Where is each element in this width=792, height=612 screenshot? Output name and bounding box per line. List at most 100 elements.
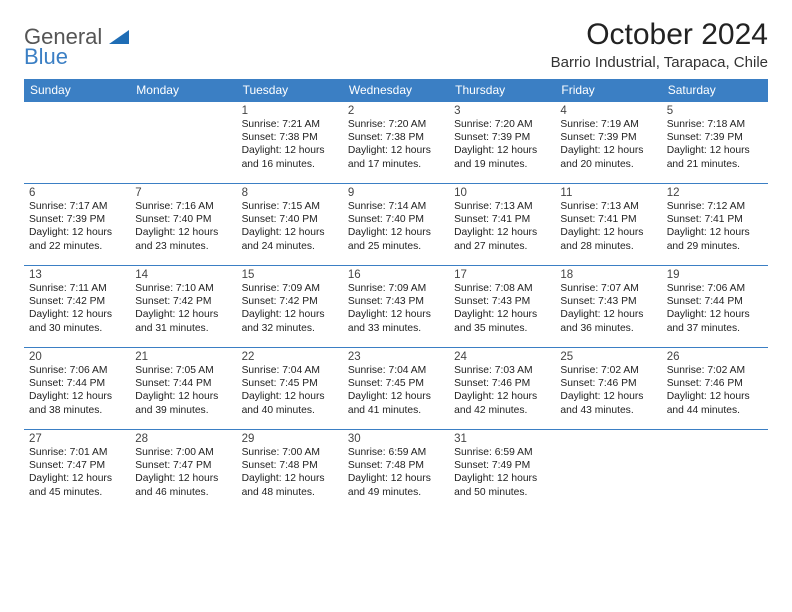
- col-friday: Friday: [555, 79, 661, 102]
- calendar-day-cell: 14Sunrise: 7:10 AMSunset: 7:42 PMDayligh…: [130, 266, 236, 348]
- calendar-day-cell: 31Sunrise: 6:59 AMSunset: 7:49 PMDayligh…: [449, 430, 555, 512]
- calendar-day-cell: 6Sunrise: 7:17 AMSunset: 7:39 PMDaylight…: [24, 184, 130, 266]
- logo-triangle-icon: [109, 30, 129, 49]
- day-sun-info: Sunrise: 7:13 AMSunset: 7:41 PMDaylight:…: [454, 200, 550, 253]
- day-number: 14: [135, 269, 231, 281]
- calendar-day-cell: 29Sunrise: 7:00 AMSunset: 7:48 PMDayligh…: [237, 430, 343, 512]
- day-sun-info: Sunrise: 7:12 AMSunset: 7:41 PMDaylight:…: [667, 200, 763, 253]
- day-number: 31: [454, 433, 550, 445]
- calendar-day-cell: 25Sunrise: 7:02 AMSunset: 7:46 PMDayligh…: [555, 348, 661, 430]
- col-sunday: Sunday: [24, 79, 130, 102]
- calendar-empty-cell: [662, 430, 768, 512]
- day-number: 18: [560, 269, 656, 281]
- day-number: 16: [348, 269, 444, 281]
- day-sun-info: Sunrise: 7:01 AMSunset: 7:47 PMDaylight:…: [29, 446, 125, 499]
- calendar-day-cell: 26Sunrise: 7:02 AMSunset: 7:46 PMDayligh…: [662, 348, 768, 430]
- day-number: 29: [242, 433, 338, 445]
- day-sun-info: Sunrise: 7:06 AMSunset: 7:44 PMDaylight:…: [667, 282, 763, 335]
- calendar-week-row: 13Sunrise: 7:11 AMSunset: 7:42 PMDayligh…: [24, 266, 768, 348]
- calendar-day-cell: 2Sunrise: 7:20 AMSunset: 7:38 PMDaylight…: [343, 102, 449, 184]
- calendar-day-cell: 10Sunrise: 7:13 AMSunset: 7:41 PMDayligh…: [449, 184, 555, 266]
- day-number: 24: [454, 351, 550, 363]
- day-number: 25: [560, 351, 656, 363]
- calendar-week-row: 1Sunrise: 7:21 AMSunset: 7:38 PMDaylight…: [24, 102, 768, 184]
- day-sun-info: Sunrise: 7:02 AMSunset: 7:46 PMDaylight:…: [560, 364, 656, 417]
- calendar-week-row: 20Sunrise: 7:06 AMSunset: 7:44 PMDayligh…: [24, 348, 768, 430]
- calendar-day-cell: 24Sunrise: 7:03 AMSunset: 7:46 PMDayligh…: [449, 348, 555, 430]
- day-number: 17: [454, 269, 550, 281]
- day-sun-info: Sunrise: 7:16 AMSunset: 7:40 PMDaylight:…: [135, 200, 231, 253]
- day-sun-info: Sunrise: 7:03 AMSunset: 7:46 PMDaylight:…: [454, 364, 550, 417]
- day-sun-info: Sunrise: 7:21 AMSunset: 7:38 PMDaylight:…: [242, 118, 338, 171]
- calendar-day-cell: 18Sunrise: 7:07 AMSunset: 7:43 PMDayligh…: [555, 266, 661, 348]
- day-number: 12: [667, 187, 763, 199]
- calendar-day-cell: 16Sunrise: 7:09 AMSunset: 7:43 PMDayligh…: [343, 266, 449, 348]
- day-number: 28: [135, 433, 231, 445]
- calendar-day-cell: 13Sunrise: 7:11 AMSunset: 7:42 PMDayligh…: [24, 266, 130, 348]
- day-number: 23: [348, 351, 444, 363]
- calendar-day-cell: 5Sunrise: 7:18 AMSunset: 7:39 PMDaylight…: [662, 102, 768, 184]
- day-number: 6: [29, 187, 125, 199]
- day-number: 9: [348, 187, 444, 199]
- day-sun-info: Sunrise: 7:04 AMSunset: 7:45 PMDaylight:…: [348, 364, 444, 417]
- day-sun-info: Sunrise: 7:05 AMSunset: 7:44 PMDaylight:…: [135, 364, 231, 417]
- calendar-day-cell: 20Sunrise: 7:06 AMSunset: 7:44 PMDayligh…: [24, 348, 130, 430]
- calendar-empty-cell: [24, 102, 130, 184]
- calendar-table: Sunday Monday Tuesday Wednesday Thursday…: [24, 79, 768, 512]
- header: General Blue October 2024 Barrio Industr…: [24, 18, 768, 71]
- day-sun-info: Sunrise: 7:00 AMSunset: 7:47 PMDaylight:…: [135, 446, 231, 499]
- col-monday: Monday: [130, 79, 236, 102]
- day-number: 30: [348, 433, 444, 445]
- calendar-day-cell: 30Sunrise: 6:59 AMSunset: 7:48 PMDayligh…: [343, 430, 449, 512]
- day-number: 8: [242, 187, 338, 199]
- calendar-day-cell: 27Sunrise: 7:01 AMSunset: 7:47 PMDayligh…: [24, 430, 130, 512]
- day-sun-info: Sunrise: 7:14 AMSunset: 7:40 PMDaylight:…: [348, 200, 444, 253]
- day-sun-info: Sunrise: 7:11 AMSunset: 7:42 PMDaylight:…: [29, 282, 125, 335]
- calendar-day-cell: 28Sunrise: 7:00 AMSunset: 7:47 PMDayligh…: [130, 430, 236, 512]
- day-number: 10: [454, 187, 550, 199]
- day-sun-info: Sunrise: 7:10 AMSunset: 7:42 PMDaylight:…: [135, 282, 231, 335]
- day-number: 13: [29, 269, 125, 281]
- calendar-week-row: 27Sunrise: 7:01 AMSunset: 7:47 PMDayligh…: [24, 430, 768, 512]
- day-sun-info: Sunrise: 7:20 AMSunset: 7:38 PMDaylight:…: [348, 118, 444, 171]
- logo-text-blue: Blue: [24, 44, 68, 69]
- calendar-day-cell: 17Sunrise: 7:08 AMSunset: 7:43 PMDayligh…: [449, 266, 555, 348]
- calendar-empty-cell: [130, 102, 236, 184]
- day-number: 15: [242, 269, 338, 281]
- calendar-day-cell: 7Sunrise: 7:16 AMSunset: 7:40 PMDaylight…: [130, 184, 236, 266]
- calendar-day-cell: 9Sunrise: 7:14 AMSunset: 7:40 PMDaylight…: [343, 184, 449, 266]
- day-number: 4: [560, 105, 656, 117]
- calendar-day-cell: 15Sunrise: 7:09 AMSunset: 7:42 PMDayligh…: [237, 266, 343, 348]
- day-sun-info: Sunrise: 7:15 AMSunset: 7:40 PMDaylight:…: [242, 200, 338, 253]
- col-wednesday: Wednesday: [343, 79, 449, 102]
- day-number: 5: [667, 105, 763, 117]
- calendar-day-cell: 11Sunrise: 7:13 AMSunset: 7:41 PMDayligh…: [555, 184, 661, 266]
- day-sun-info: Sunrise: 7:20 AMSunset: 7:39 PMDaylight:…: [454, 118, 550, 171]
- day-sun-info: Sunrise: 7:02 AMSunset: 7:46 PMDaylight:…: [667, 364, 763, 417]
- calendar-day-cell: 19Sunrise: 7:06 AMSunset: 7:44 PMDayligh…: [662, 266, 768, 348]
- day-number: 1: [242, 105, 338, 117]
- location-label: Barrio Industrial, Tarapaca, Chile: [551, 54, 768, 71]
- day-number: 27: [29, 433, 125, 445]
- page-title: October 2024: [551, 18, 768, 52]
- day-sun-info: Sunrise: 7:08 AMSunset: 7:43 PMDaylight:…: [454, 282, 550, 335]
- calendar-day-cell: 12Sunrise: 7:12 AMSunset: 7:41 PMDayligh…: [662, 184, 768, 266]
- day-number: 7: [135, 187, 231, 199]
- day-number: 20: [29, 351, 125, 363]
- calendar-day-cell: 8Sunrise: 7:15 AMSunset: 7:40 PMDaylight…: [237, 184, 343, 266]
- calendar-empty-cell: [555, 430, 661, 512]
- day-sun-info: Sunrise: 7:04 AMSunset: 7:45 PMDaylight:…: [242, 364, 338, 417]
- day-sun-info: Sunrise: 7:00 AMSunset: 7:48 PMDaylight:…: [242, 446, 338, 499]
- day-number: 21: [135, 351, 231, 363]
- day-sun-info: Sunrise: 7:17 AMSunset: 7:39 PMDaylight:…: [29, 200, 125, 253]
- day-sun-info: Sunrise: 7:19 AMSunset: 7:39 PMDaylight:…: [560, 118, 656, 171]
- day-number: 3: [454, 105, 550, 117]
- calendar-day-cell: 22Sunrise: 7:04 AMSunset: 7:45 PMDayligh…: [237, 348, 343, 430]
- calendar-day-cell: 1Sunrise: 7:21 AMSunset: 7:38 PMDaylight…: [237, 102, 343, 184]
- calendar-week-row: 6Sunrise: 7:17 AMSunset: 7:39 PMDaylight…: [24, 184, 768, 266]
- day-sun-info: Sunrise: 7:07 AMSunset: 7:43 PMDaylight:…: [560, 282, 656, 335]
- day-number: 2: [348, 105, 444, 117]
- day-number: 19: [667, 269, 763, 281]
- day-sun-info: Sunrise: 7:09 AMSunset: 7:42 PMDaylight:…: [242, 282, 338, 335]
- day-sun-info: Sunrise: 7:18 AMSunset: 7:39 PMDaylight:…: [667, 118, 763, 171]
